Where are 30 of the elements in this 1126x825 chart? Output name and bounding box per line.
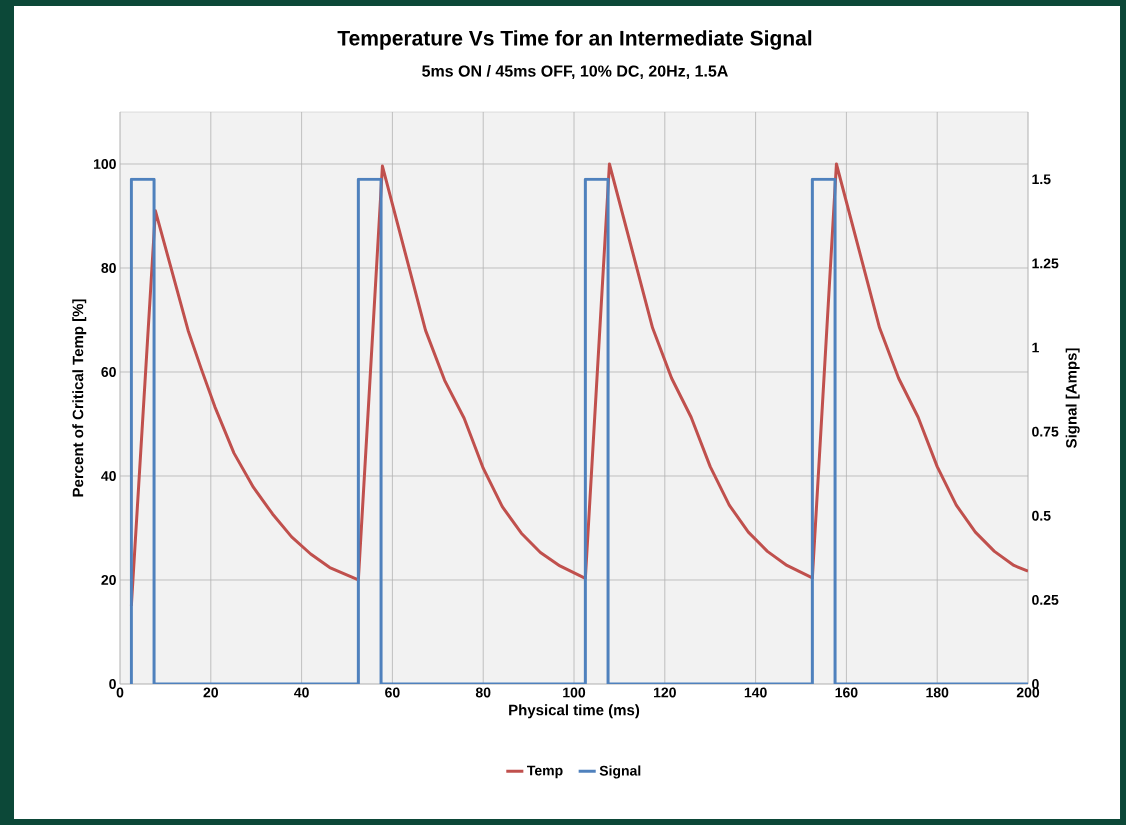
y2-tick-label: 0.5 — [1032, 510, 1051, 521]
chart-title: Temperature Vs Time for an Intermediate Signal — [337, 30, 812, 50]
x-tick-label: 0 — [116, 687, 124, 698]
y-tick-label: 100 — [93, 159, 116, 169]
y-tick-label: 80 — [101, 263, 116, 273]
y2-axis-title: Signal [Amps] — [1065, 348, 1080, 448]
x-axis-title: Physical time (ms) — [509, 704, 640, 719]
y-axis-title: Percent of Critical Temp [%] — [72, 299, 87, 497]
x-tick-label: 120 — [654, 687, 676, 698]
y-tick-label: 20 — [101, 575, 116, 585]
y2-tick-label: 0.75 — [1032, 426, 1059, 437]
x-tick-label: 80 — [475, 687, 491, 698]
x-tick-label: 40 — [294, 687, 309, 698]
x-tick-label: 200 — [1016, 687, 1040, 698]
chart-subtitle: 5ms ON / 45ms OFF, 10% DC, 20Hz, 1.5A — [422, 64, 728, 80]
y-tick-label: 60 — [101, 367, 116, 377]
y2-tick-label: 0.25 — [1032, 594, 1059, 605]
y2-tick-label: 1.5 — [1032, 174, 1051, 185]
x-tick-label: 100 — [563, 687, 586, 698]
x-tick-label: 20 — [203, 687, 219, 698]
legend-label: Temp — [527, 765, 563, 779]
legend-label: Signal — [599, 765, 641, 779]
x-tick-label: 60 — [385, 687, 400, 698]
x-tick-label: 140 — [744, 687, 767, 698]
y-tick-label: 40 — [101, 471, 116, 481]
y-tick-label: 0 — [109, 679, 116, 689]
y2-tick-label: 1 — [1032, 342, 1039, 353]
x-tick-label: 160 — [835, 687, 858, 698]
x-tick-label: 180 — [926, 687, 949, 698]
y2-tick-label: 1.25 — [1032, 258, 1059, 269]
